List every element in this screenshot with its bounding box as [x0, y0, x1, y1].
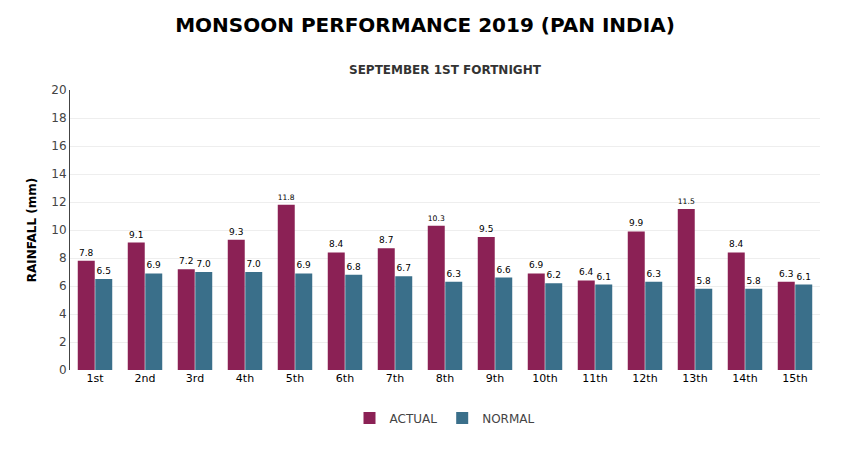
svg-text:9.5: 9.5 [479, 224, 493, 234]
svg-text:6th: 6th [336, 372, 354, 385]
svg-text:5.8: 5.8 [746, 276, 761, 286]
svg-text:9.3: 9.3 [229, 227, 243, 237]
svg-text:6.1: 6.1 [797, 272, 811, 282]
svg-text:8: 8 [59, 251, 67, 265]
svg-text:16: 16 [51, 139, 66, 153]
svg-text:7.8: 7.8 [79, 248, 94, 258]
svg-text:NORMAL: NORMAL [482, 412, 534, 426]
svg-text:10th: 10th [532, 372, 557, 385]
svg-text:6.4: 6.4 [579, 267, 594, 277]
svg-text:10.3: 10.3 [428, 214, 445, 223]
svg-text:6.9: 6.9 [529, 260, 544, 270]
svg-text:MONSOON PERFORMANCE 2019 (PAN: MONSOON PERFORMANCE 2019 (PAN INDIA) [175, 13, 675, 37]
svg-text:6.3: 6.3 [779, 269, 793, 279]
svg-text:6.5: 6.5 [97, 266, 111, 276]
svg-text:7.2: 7.2 [179, 256, 193, 266]
svg-text:12th: 12th [632, 372, 657, 385]
svg-text:9.1: 9.1 [129, 230, 143, 240]
svg-text:SEPTEMBER 1ST FORTNIGHT: SEPTEMBER 1ST FORTNIGHT [349, 63, 542, 77]
svg-text:6.8: 6.8 [346, 262, 361, 272]
svg-text:6.7: 6.7 [397, 263, 411, 273]
svg-text:8.4: 8.4 [729, 239, 744, 249]
svg-text:8.7: 8.7 [379, 235, 393, 245]
svg-text:11th: 11th [582, 372, 607, 385]
svg-text:14th: 14th [732, 372, 757, 385]
svg-text:12: 12 [51, 195, 66, 209]
svg-text:15th: 15th [782, 372, 807, 385]
svg-text:5.8: 5.8 [696, 276, 711, 286]
svg-text:10: 10 [51, 223, 66, 237]
svg-text:9.9: 9.9 [629, 218, 644, 228]
svg-text:1st: 1st [86, 372, 104, 385]
svg-text:6.1: 6.1 [597, 272, 611, 282]
svg-text:5th: 5th [286, 372, 304, 385]
svg-text:ACTUAL: ACTUAL [390, 412, 438, 426]
svg-text:18: 18 [51, 111, 66, 125]
svg-text:13th: 13th [682, 372, 707, 385]
svg-text:11.5: 11.5 [678, 197, 695, 206]
svg-text:14: 14 [51, 167, 66, 181]
svg-text:6.6: 6.6 [496, 265, 511, 275]
svg-text:4th: 4th [236, 372, 254, 385]
svg-text:2: 2 [59, 335, 67, 349]
svg-text:7th: 7th [386, 372, 404, 385]
svg-text:2nd: 2nd [135, 372, 156, 385]
svg-text:6: 6 [59, 279, 67, 293]
svg-text:6.9: 6.9 [146, 260, 161, 270]
svg-text:7.0: 7.0 [196, 259, 211, 269]
svg-text:RAINFALL (mm): RAINFALL (mm) [25, 178, 39, 283]
svg-text:4: 4 [59, 307, 67, 321]
svg-text:0: 0 [59, 363, 67, 377]
svg-text:6.3: 6.3 [447, 269, 461, 279]
svg-text:11.8: 11.8 [278, 193, 295, 202]
svg-text:3rd: 3rd [186, 372, 204, 385]
svg-text:8th: 8th [436, 372, 454, 385]
svg-text:6.9: 6.9 [296, 260, 311, 270]
svg-text:9th: 9th [486, 372, 504, 385]
svg-text:8.4: 8.4 [329, 239, 344, 249]
svg-text:20: 20 [51, 83, 66, 97]
svg-text:6.3: 6.3 [647, 269, 661, 279]
svg-text:6.2: 6.2 [547, 270, 561, 280]
svg-text:7.0: 7.0 [246, 259, 261, 269]
